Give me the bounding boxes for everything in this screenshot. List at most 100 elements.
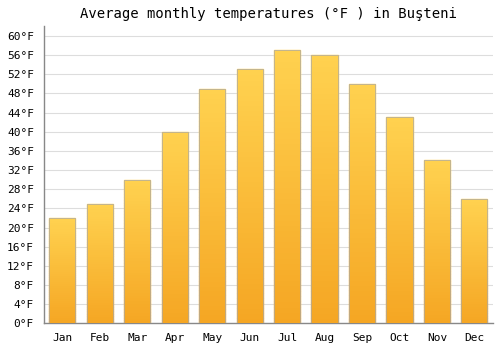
Bar bbox=[199, 182, 226, 187]
Bar bbox=[386, 142, 412, 146]
Bar bbox=[124, 306, 150, 309]
Bar bbox=[162, 197, 188, 201]
Bar bbox=[199, 89, 226, 93]
Bar bbox=[312, 98, 338, 103]
Bar bbox=[86, 235, 113, 237]
Bar bbox=[461, 204, 487, 206]
Bar bbox=[424, 258, 450, 261]
Bar bbox=[461, 299, 487, 301]
Bar bbox=[236, 146, 262, 150]
Bar bbox=[349, 242, 375, 247]
Bar bbox=[461, 286, 487, 288]
Bar bbox=[349, 299, 375, 304]
Bar bbox=[162, 193, 188, 197]
Bar bbox=[86, 307, 113, 309]
Bar bbox=[236, 283, 262, 288]
Bar bbox=[86, 244, 113, 247]
Bar bbox=[236, 161, 262, 166]
Bar bbox=[162, 166, 188, 170]
Bar bbox=[50, 311, 76, 313]
Bar bbox=[461, 244, 487, 246]
Bar bbox=[274, 105, 300, 110]
Bar bbox=[124, 211, 150, 214]
Bar bbox=[461, 266, 487, 268]
Bar bbox=[386, 220, 412, 224]
Bar bbox=[424, 164, 450, 167]
Bar bbox=[86, 251, 113, 254]
Bar bbox=[162, 220, 188, 224]
Bar bbox=[124, 286, 150, 289]
Bar bbox=[199, 272, 226, 276]
Bar bbox=[274, 313, 300, 318]
Bar bbox=[86, 261, 113, 264]
Bar bbox=[162, 216, 188, 220]
Bar bbox=[424, 317, 450, 320]
Bar bbox=[236, 130, 262, 135]
Bar bbox=[461, 296, 487, 299]
Bar bbox=[312, 253, 338, 259]
Bar bbox=[349, 194, 375, 199]
Bar bbox=[199, 201, 226, 206]
Bar bbox=[50, 315, 76, 317]
Bar bbox=[386, 216, 412, 220]
Bar bbox=[461, 199, 487, 323]
Bar bbox=[124, 180, 150, 182]
Bar bbox=[50, 317, 76, 319]
Bar bbox=[199, 267, 226, 272]
Bar bbox=[312, 248, 338, 253]
Bar bbox=[199, 159, 226, 164]
Bar bbox=[349, 84, 375, 323]
Bar bbox=[461, 256, 487, 259]
Bar bbox=[274, 209, 300, 214]
Bar bbox=[386, 163, 412, 167]
Bar bbox=[50, 287, 76, 289]
Bar bbox=[50, 307, 76, 309]
Bar bbox=[386, 286, 412, 290]
Bar bbox=[236, 318, 262, 323]
Bar bbox=[162, 170, 188, 174]
Bar bbox=[386, 245, 412, 249]
Bar bbox=[162, 285, 188, 289]
Bar bbox=[424, 301, 450, 304]
Bar bbox=[274, 83, 300, 89]
Bar bbox=[312, 77, 338, 82]
Bar bbox=[386, 179, 412, 183]
Bar bbox=[124, 186, 150, 188]
Bar bbox=[236, 293, 262, 298]
Bar bbox=[199, 220, 226, 225]
Bar bbox=[236, 232, 262, 237]
Bar bbox=[349, 136, 375, 141]
Bar bbox=[86, 264, 113, 266]
Bar bbox=[236, 69, 262, 75]
Bar bbox=[199, 215, 226, 220]
Bar bbox=[274, 132, 300, 138]
Bar bbox=[86, 249, 113, 251]
Bar bbox=[162, 247, 188, 251]
Bar bbox=[50, 218, 76, 323]
Bar bbox=[274, 127, 300, 132]
Bar bbox=[349, 251, 375, 256]
Bar bbox=[162, 300, 188, 304]
Bar bbox=[236, 166, 262, 171]
Bar bbox=[312, 55, 338, 323]
Bar bbox=[50, 229, 76, 231]
Bar bbox=[386, 315, 412, 319]
Title: Average monthly temperatures (°F ) in Buşteni: Average monthly temperatures (°F ) in Bu… bbox=[80, 7, 457, 21]
Bar bbox=[461, 261, 487, 264]
Bar bbox=[349, 271, 375, 275]
Bar bbox=[349, 189, 375, 194]
Bar bbox=[50, 233, 76, 235]
Bar bbox=[349, 280, 375, 285]
Bar bbox=[274, 241, 300, 247]
Bar bbox=[86, 282, 113, 285]
Bar bbox=[424, 183, 450, 187]
Bar bbox=[236, 227, 262, 232]
Bar bbox=[461, 308, 487, 311]
Bar bbox=[86, 225, 113, 228]
Bar bbox=[349, 84, 375, 89]
Bar bbox=[236, 247, 262, 252]
Bar bbox=[461, 226, 487, 229]
Bar bbox=[312, 211, 338, 216]
Bar bbox=[199, 126, 226, 131]
Bar bbox=[386, 237, 412, 241]
